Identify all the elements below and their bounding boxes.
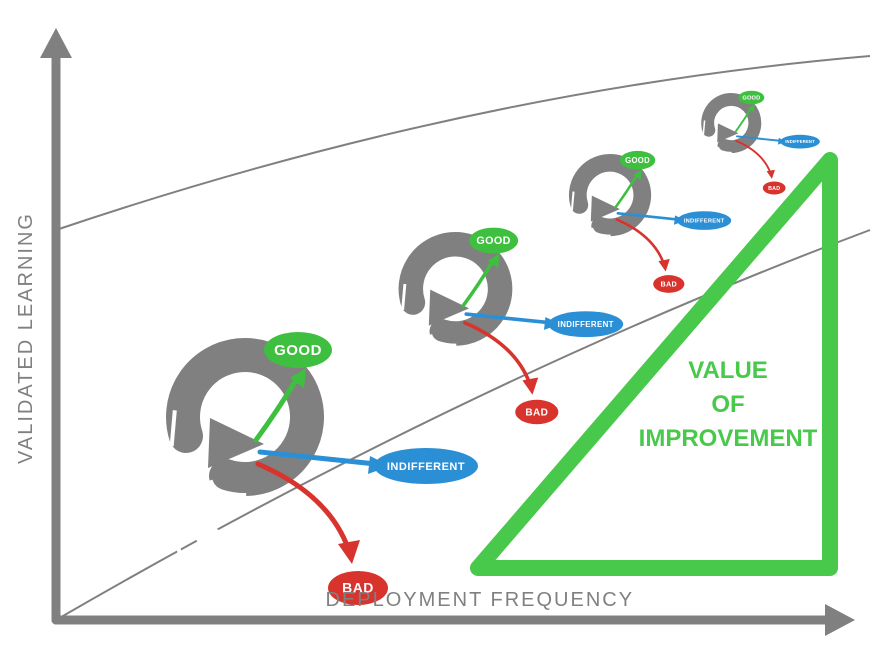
x-axis-label: DEPLOYMENT FREQUENCY	[326, 589, 635, 611]
cycle-4	[672, 91, 819, 195]
y-axis-label: VALIDATED LEARNING	[15, 212, 37, 464]
value-triangle-label: VALUE	[688, 357, 768, 384]
value-triangle-label: OF	[711, 391, 744, 418]
diagram-canvas: GOODINDIFFERENTBADVALUEOFIMPROVEMENTVALI…	[0, 0, 878, 659]
value-triangle-label: IMPROVEMENT	[639, 425, 818, 452]
cycle-3	[529, 151, 731, 293]
